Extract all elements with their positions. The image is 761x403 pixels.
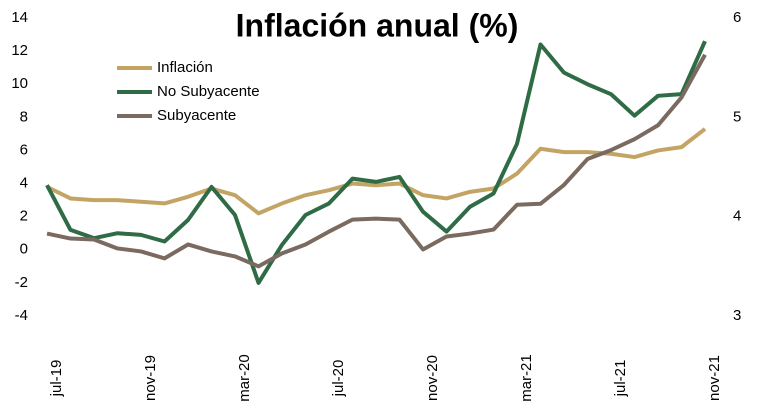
x-tick-label: nov-20 bbox=[424, 355, 441, 401]
x-tick-label: jul-21 bbox=[612, 360, 629, 398]
y2-tick-label: 5 bbox=[733, 108, 741, 125]
y-tick-label: 0 bbox=[20, 241, 28, 258]
y-tick-label: 2 bbox=[20, 208, 28, 225]
x-tick-label: nov-19 bbox=[142, 355, 159, 401]
y-tick-label: -2 bbox=[15, 274, 28, 291]
y-tick-label: 12 bbox=[11, 42, 28, 59]
x-tick-label: jul-19 bbox=[48, 360, 65, 398]
y2-tick-label: 3 bbox=[733, 307, 741, 324]
legend-label: No Subyacente bbox=[157, 83, 260, 100]
y-tick-label: 8 bbox=[20, 108, 28, 125]
legend-label: Subyacente bbox=[157, 107, 236, 124]
y-tick-label: 4 bbox=[20, 175, 28, 192]
series-line bbox=[45, 40, 707, 285]
y-tick-label: 10 bbox=[11, 75, 28, 92]
series-line bbox=[46, 53, 707, 269]
x-tick-label: mar-21 bbox=[518, 354, 535, 402]
x-tick-label: jul-20 bbox=[330, 360, 347, 398]
x-tick-label: mar-20 bbox=[236, 354, 253, 402]
legend-label: Inflación bbox=[157, 59, 213, 76]
y-tick-label: 14 bbox=[11, 9, 28, 26]
chart-title: Inflación anual (%) bbox=[236, 7, 519, 43]
y-tick-label: 6 bbox=[20, 141, 28, 158]
y2-tick-label: 6 bbox=[733, 9, 741, 26]
y-tick-label: -4 bbox=[15, 307, 28, 324]
series-line bbox=[46, 127, 707, 216]
x-tick-label: nov-21 bbox=[706, 355, 723, 401]
y2-tick-label: 4 bbox=[733, 208, 741, 225]
